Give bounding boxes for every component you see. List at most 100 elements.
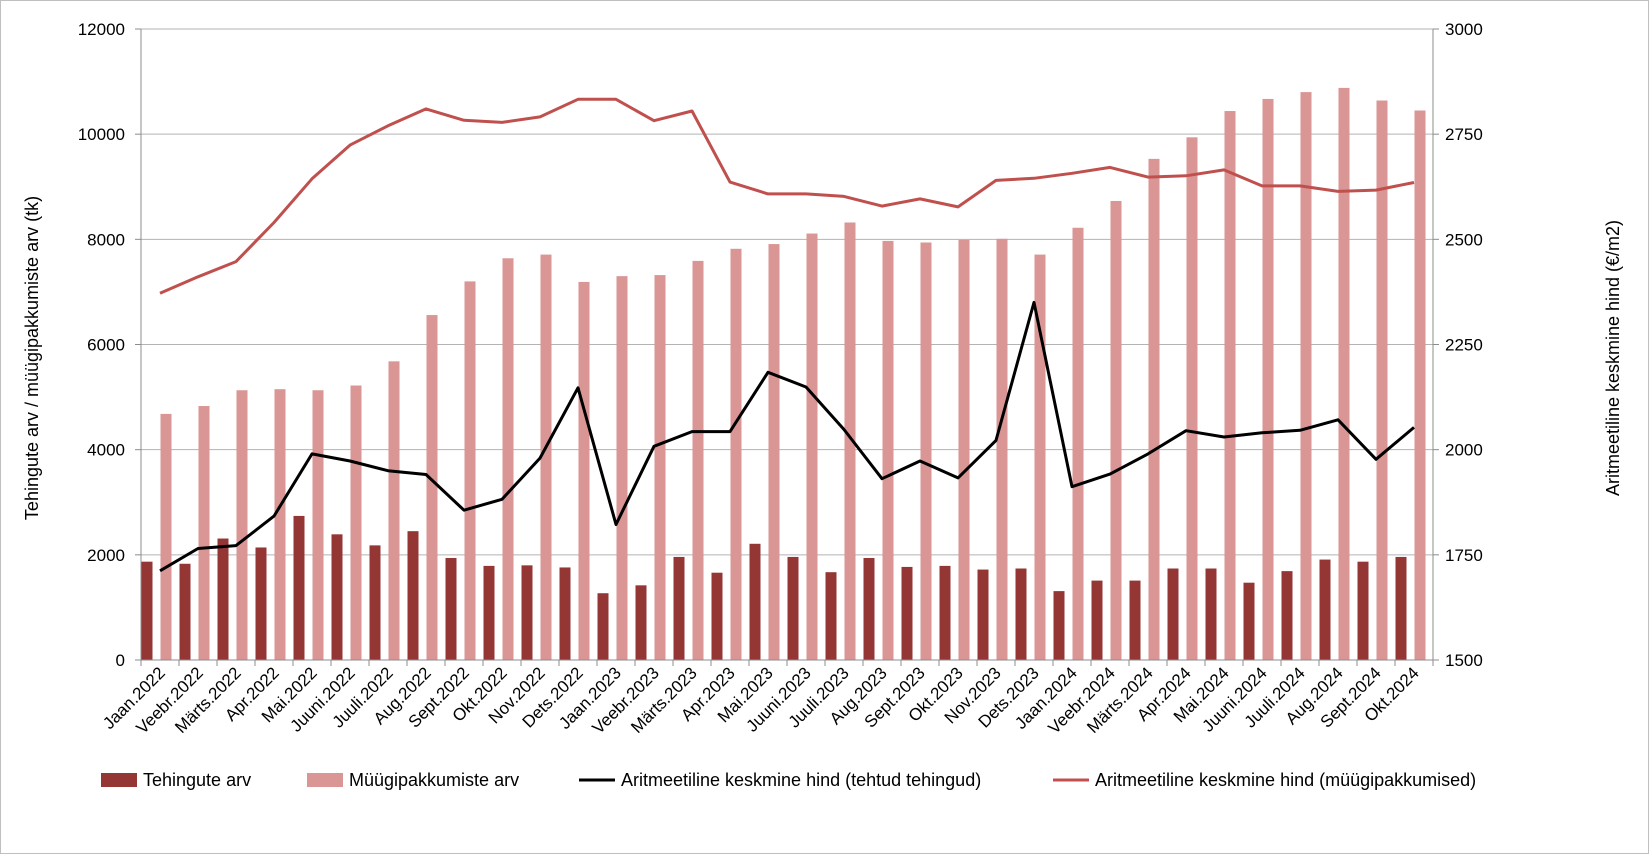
left-tick-label: 4000 xyxy=(87,441,125,460)
left-axis-title: Tehingute arv / müügipakkumiste arv (tk) xyxy=(22,196,42,520)
bar-tehingute-arv xyxy=(787,556,799,660)
legend-swatch xyxy=(101,773,137,787)
left-axis-ticks: 0 2000 4000 6000 8000 10000 12000 xyxy=(78,20,125,670)
left-tick-label: 10000 xyxy=(78,125,125,144)
bar-myygipakkumiste-arv xyxy=(996,238,1008,660)
bar-tehingute-arv xyxy=(1243,582,1255,660)
line-series xyxy=(159,97,1415,573)
left-tick-label: 6000 xyxy=(87,336,125,355)
legend: Tehingute arv Müügipakkumiste arv Aritmeet… xyxy=(101,770,1476,790)
bar-myygipakkumiste-arv xyxy=(692,260,704,660)
right-tick-label: 2500 xyxy=(1445,230,1483,249)
bar-myygipakkumiste-arv xyxy=(730,248,742,660)
bar-tehingute-arv xyxy=(749,543,761,660)
bar-tehingute-arv xyxy=(939,565,951,660)
legend-label: Tehingute arv xyxy=(143,770,251,790)
left-tick-label: 0 xyxy=(116,651,125,670)
bar-myygipakkumiste-arv xyxy=(464,281,476,660)
bar-myygipakkumiste-arv xyxy=(1034,254,1046,660)
bar-tehingute-arv xyxy=(331,534,343,660)
bar-myygipakkumiste-arv xyxy=(1224,111,1236,660)
bar-tehingute-arv xyxy=(1091,580,1103,660)
bar-myygipakkumiste-arv xyxy=(882,240,894,660)
bar-tehingute-arv xyxy=(559,567,571,660)
right-axis-ticks: 1500 1750 2000 2250 2500 2750 3000 xyxy=(1445,20,1483,670)
left-tick-label: 2000 xyxy=(87,546,125,565)
axes xyxy=(135,28,1439,666)
bar-myygipakkumiste-arv xyxy=(1338,87,1350,661)
bar-tehingute-arv xyxy=(1015,568,1027,660)
bar-tehingute-arv xyxy=(711,572,723,660)
right-tick-label: 2250 xyxy=(1445,336,1483,355)
bar-tehingute-arv xyxy=(255,547,267,660)
bar-myygipakkumiste-arv xyxy=(274,389,286,660)
right-tick-label: 3000 xyxy=(1445,20,1483,39)
bar-myygipakkumiste-arv xyxy=(236,390,248,660)
bar-tehingute-arv xyxy=(635,585,647,660)
bar-myygipakkumiste-arv xyxy=(1148,158,1160,660)
bar-tehingute-arv xyxy=(293,515,305,660)
bar-tehingute-arv xyxy=(521,565,533,660)
bar-series xyxy=(141,87,1426,661)
bar-tehingute-arv xyxy=(673,556,685,660)
bar-tehingute-arv xyxy=(445,557,457,660)
left-tick-label: 8000 xyxy=(87,230,125,249)
legend-label: Aritmeetiline keskmine hind (müügipakkum… xyxy=(1095,770,1476,790)
line-avg-price-offers xyxy=(159,97,1415,295)
line-avg-price-transactions xyxy=(159,300,1415,573)
bar-myygipakkumiste-arv xyxy=(1110,200,1122,660)
bar-tehingute-arv xyxy=(1167,568,1179,660)
bar-myygipakkumiste-arv xyxy=(540,254,552,660)
bar-myygipakkumiste-arv xyxy=(844,222,856,661)
bar-myygipakkumiste-arv xyxy=(1414,110,1426,661)
bar-myygipakkumiste-arv xyxy=(768,244,780,660)
left-tick-label: 12000 xyxy=(78,20,125,39)
bar-myygipakkumiste-arv xyxy=(350,385,362,660)
bar-myygipakkumiste-arv xyxy=(426,315,438,660)
bar-myygipakkumiste-arv xyxy=(160,413,172,660)
bar-tehingute-arv xyxy=(863,557,875,660)
bar-myygipakkumiste-arv xyxy=(958,239,970,660)
bar-tehingute-arv xyxy=(825,572,837,660)
bar-tehingute-arv xyxy=(1319,559,1331,660)
legend-label: Müügipakkumiste arv xyxy=(349,770,519,790)
bar-myygipakkumiste-arv xyxy=(920,242,932,660)
bar-myygipakkumiste-arv xyxy=(806,233,818,660)
right-tick-label: 2750 xyxy=(1445,125,1483,144)
bar-myygipakkumiste-arv xyxy=(502,258,514,660)
right-tick-label: 1500 xyxy=(1445,651,1483,670)
bar-tehingute-arv xyxy=(483,565,495,660)
bar-myygipakkumiste-arv xyxy=(198,406,210,660)
bar-tehingute-arv xyxy=(1053,591,1065,660)
bar-myygipakkumiste-arv xyxy=(1186,137,1198,661)
bar-myygipakkumiste-arv xyxy=(1072,227,1084,660)
right-axis-title: Aritmeetiline keskmine hind (€/m2) xyxy=(1603,220,1623,496)
bar-tehingute-arv xyxy=(1395,556,1407,660)
bar-tehingute-arv xyxy=(1281,571,1293,660)
bar-myygipakkumiste-arv xyxy=(1300,92,1312,661)
bar-myygipakkumiste-arv xyxy=(1262,98,1274,660)
bar-tehingute-arv xyxy=(217,538,229,660)
bar-tehingute-arv xyxy=(1357,561,1369,660)
x-axis-category-labels: Jaan.2022Veebr.2022Märts.2022Apr.2022Mai… xyxy=(99,663,1423,737)
bar-myygipakkumiste-arv xyxy=(578,281,590,660)
bar-myygipakkumiste-arv xyxy=(616,276,628,660)
right-tick-label: 1750 xyxy=(1445,546,1483,565)
bar-tehingute-arv xyxy=(407,531,419,660)
bar-tehingute-arv xyxy=(369,545,381,660)
bar-tehingute-arv xyxy=(179,563,191,660)
bar-myygipakkumiste-arv xyxy=(654,275,666,660)
bar-tehingute-arv xyxy=(1205,568,1217,660)
bar-tehingute-arv xyxy=(597,593,609,660)
bar-tehingute-arv xyxy=(141,561,153,660)
legend-swatch xyxy=(307,773,343,787)
bar-myygipakkumiste-arv xyxy=(388,361,400,660)
legend-label: Aritmeetiline keskmine hind (tehtud tehi… xyxy=(621,770,981,790)
bar-myygipakkumiste-arv xyxy=(1376,100,1388,661)
bar-myygipakkumiste-arv xyxy=(312,390,324,660)
bar-tehingute-arv xyxy=(977,569,989,660)
bar-tehingute-arv xyxy=(1129,580,1141,660)
right-tick-label: 2000 xyxy=(1445,441,1483,460)
